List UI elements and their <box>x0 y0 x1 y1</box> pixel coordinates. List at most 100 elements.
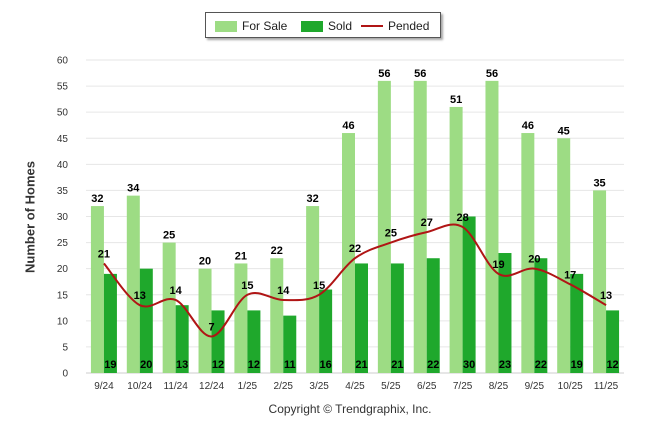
label-sold-3: 12 <box>212 359 224 371</box>
bar-sold-8 <box>390 263 404 373</box>
copyright-text: Copyright © Trendgraphix, Inc. <box>268 402 432 416</box>
label-for-sale-9: 56 <box>414 68 426 80</box>
label-sold-4: 12 <box>248 359 260 371</box>
label-sold-5: 11 <box>284 359 296 371</box>
x-tick-label-2: 11/24 <box>164 381 189 392</box>
bar-sold-0 <box>103 273 117 373</box>
bar-sold-7 <box>355 263 368 373</box>
label-sold-8: 21 <box>391 359 403 371</box>
bar-for-sale-2 <box>162 242 176 373</box>
bar-sold-11 <box>498 253 512 373</box>
label-pended-6: 15 <box>313 280 325 292</box>
y-tick-label-20: 20 <box>57 264 69 275</box>
label-for-sale-1: 34 <box>127 183 140 195</box>
label-for-sale-8: 56 <box>378 68 390 80</box>
label-sold-0: 19 <box>104 359 116 371</box>
label-pended-9: 27 <box>421 217 433 229</box>
y-tick-label-40: 40 <box>57 160 69 171</box>
x-tick-label-5: 2/25 <box>274 381 294 392</box>
x-tick-label-9: 6/25 <box>417 381 437 392</box>
label-pended-7: 22 <box>349 243 361 255</box>
label-sold-1: 20 <box>140 359 152 371</box>
x-tick-label-14: 11/25 <box>594 381 619 392</box>
bar-sold-6 <box>319 289 333 373</box>
bar-sold-14 <box>606 310 620 373</box>
legend-label-sold: Sold <box>328 19 353 33</box>
bar-sold-1 <box>139 268 153 373</box>
label-sold-6: 16 <box>320 359 332 371</box>
label-pended-2: 14 <box>170 285 183 297</box>
x-tick-label-13: 10/25 <box>558 381 583 392</box>
legend-label-pended: Pended <box>388 19 430 33</box>
bar-sold-2 <box>175 305 189 373</box>
x-tick-label-0: 9/24 <box>94 381 114 392</box>
bar-for-sale-0 <box>90 206 104 373</box>
legend-swatch-for-sale <box>215 20 237 32</box>
label-sold-13: 19 <box>571 359 583 371</box>
label-pended-8: 25 <box>385 228 397 240</box>
x-tick-label-3: 12/24 <box>199 381 224 392</box>
bar-sold-10 <box>462 216 476 373</box>
y-tick-label-15: 15 <box>57 290 69 301</box>
bar-sold-9 <box>426 258 440 373</box>
bar-for-sale-6 <box>306 206 320 373</box>
y-tick-label-45: 45 <box>57 134 69 145</box>
label-for-sale-7: 46 <box>342 120 354 132</box>
y-tick-label-50: 50 <box>57 108 69 119</box>
bar-for-sale-1 <box>126 195 140 373</box>
y-tick-label-35: 35 <box>57 186 69 197</box>
label-sold-2: 13 <box>176 359 188 371</box>
label-sold-11: 23 <box>499 359 511 371</box>
y-tick-label-5: 5 <box>62 342 68 353</box>
bar-for-sale-14 <box>593 190 607 373</box>
x-tick-label-10: 7/25 <box>453 381 473 392</box>
x-tick-label-1: 10/24 <box>127 381 152 392</box>
x-tick-label-4: 1/25 <box>238 381 258 392</box>
label-for-sale-3: 20 <box>199 256 211 268</box>
label-for-sale-5: 22 <box>271 245 283 257</box>
legend-swatch-pended <box>361 25 383 27</box>
label-for-sale-11: 56 <box>486 68 498 80</box>
bar-for-sale-9 <box>413 80 427 373</box>
line-pended <box>103 223 607 338</box>
legend-swatch-sold <box>301 20 323 32</box>
label-for-sale-10: 51 <box>450 94 462 106</box>
x-tick-label-7: 4/25 <box>345 381 365 392</box>
label-for-sale-0: 32 <box>91 193 103 205</box>
label-pended-13: 17 <box>564 269 576 281</box>
label-pended-0: 21 <box>98 248 110 260</box>
bar-for-sale-7 <box>342 133 355 373</box>
legend: For Sale Sold Pended <box>205 12 441 38</box>
bar-for-sale-11 <box>485 80 499 373</box>
label-for-sale-13: 45 <box>558 125 570 137</box>
bar-sold-3 <box>211 310 225 373</box>
label-for-sale-12: 46 <box>522 120 534 132</box>
label-sold-14: 12 <box>606 359 618 371</box>
y-tick-label-0: 0 <box>62 369 68 380</box>
bar-for-sale-10 <box>449 106 463 373</box>
label-for-sale-2: 25 <box>163 230 175 242</box>
legend-item-sold[interactable]: Sold <box>301 19 352 33</box>
label-sold-12: 22 <box>535 359 547 371</box>
legend-item-pended[interactable]: Pended <box>361 19 429 33</box>
y-tick-label-25: 25 <box>57 238 69 249</box>
x-tick-label-12: 9/25 <box>525 381 545 392</box>
y-tick-label-10: 10 <box>57 316 69 327</box>
bar-for-sale-4 <box>234 263 248 373</box>
bar-sold-12 <box>534 258 548 373</box>
bar-sold-4 <box>247 310 261 373</box>
label-pended-14: 13 <box>600 290 612 302</box>
label-pended-5: 14 <box>277 285 290 297</box>
x-tick-label-6: 3/25 <box>309 381 329 392</box>
bar-for-sale-3 <box>198 268 212 373</box>
x-tick-label-8: 5/25 <box>381 381 401 392</box>
bar-for-sale-5 <box>270 258 284 373</box>
bar-sold-5 <box>283 315 297 373</box>
bar-for-sale-8 <box>377 80 391 373</box>
bar-sold-13 <box>570 273 584 373</box>
label-pended-12: 20 <box>528 254 540 266</box>
legend-label-for-sale: For Sale <box>242 19 288 33</box>
label-sold-7: 21 <box>355 359 367 371</box>
legend-item-for-sale[interactable]: For Sale <box>215 19 287 33</box>
label-sold-10: 30 <box>463 359 475 371</box>
